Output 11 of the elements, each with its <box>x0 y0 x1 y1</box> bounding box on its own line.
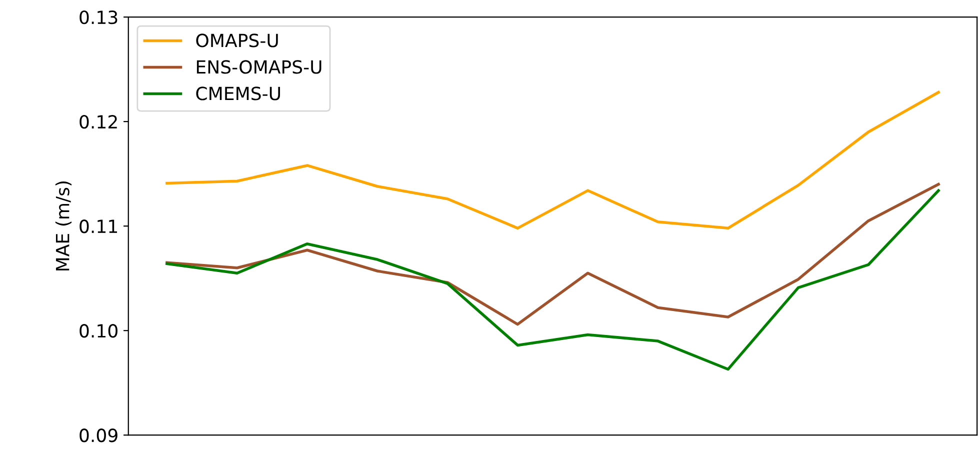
y-tick-label: 0.09 <box>80 428 118 442</box>
line-series <box>166 189 940 371</box>
y-tick-label: 0.12 <box>80 115 117 129</box>
legend-label: OMAPS-U <box>196 34 278 48</box>
line-series <box>166 182 940 326</box>
y-tick-label: 0.13 <box>80 10 118 24</box>
y-tick-label: 0.10 <box>80 324 118 338</box>
legend-label: CMEMS-U <box>196 86 280 100</box>
legend-label: ENS-OMAPS-U <box>196 60 322 74</box>
y-tick-label: 0.11 <box>80 220 117 234</box>
y-axis-title: MAE (m/s) <box>55 182 72 270</box>
